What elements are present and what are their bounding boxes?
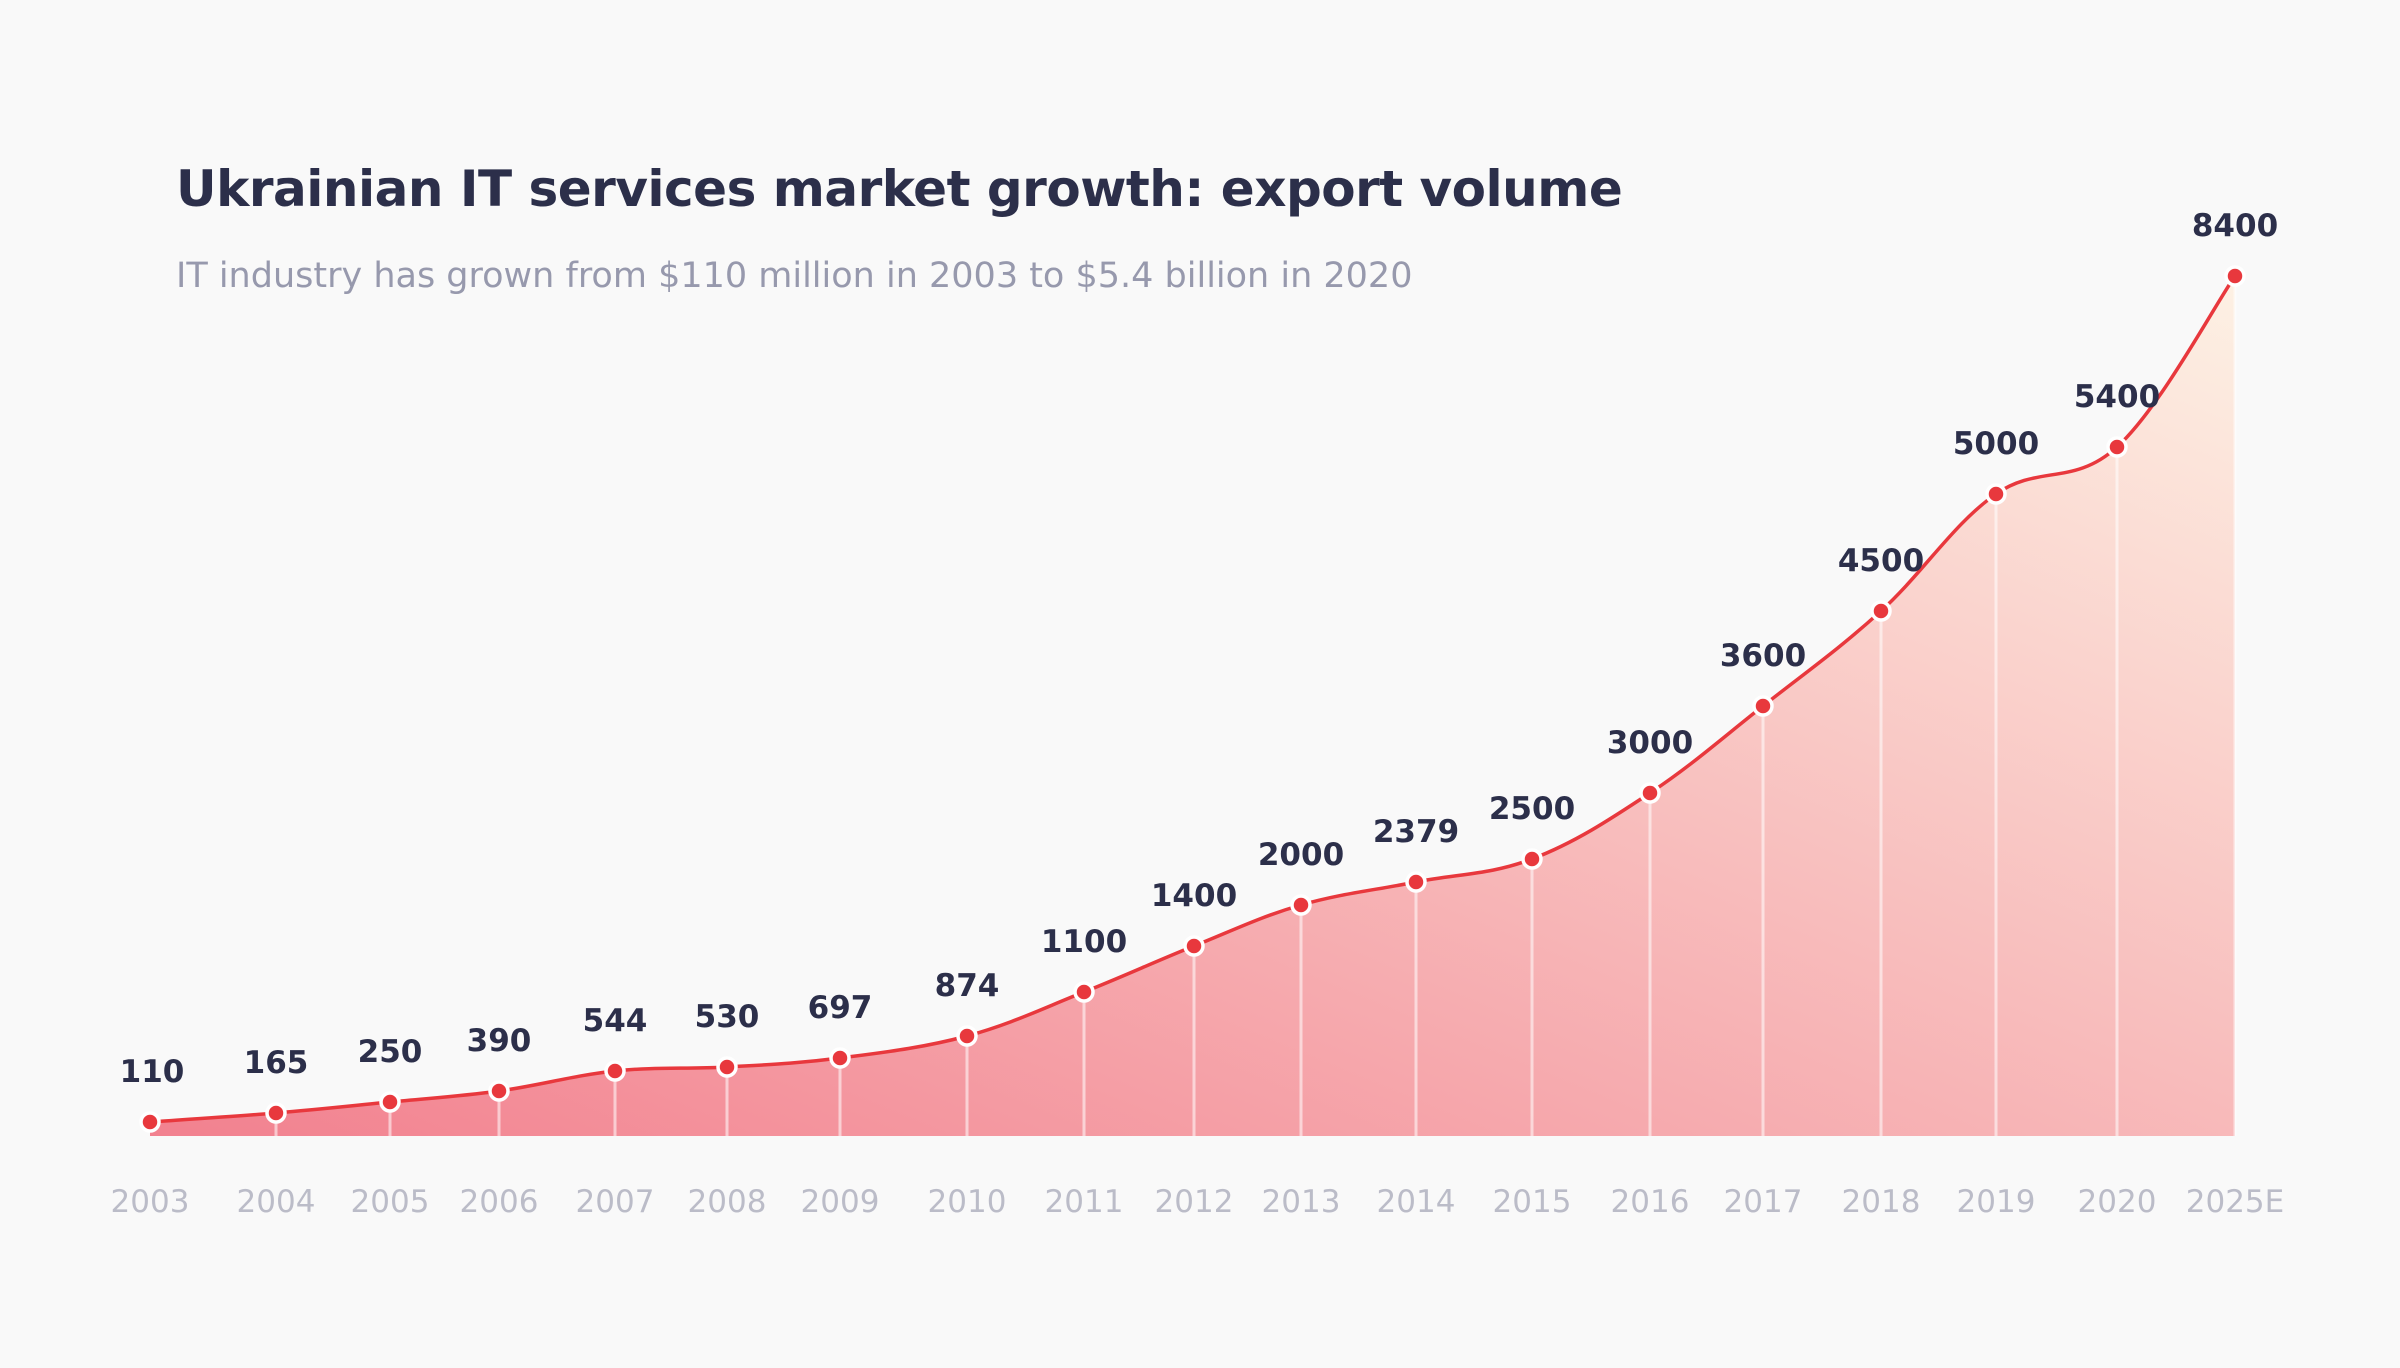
data-label: 8400 — [2192, 208, 2278, 244]
x-tick-label: 2011 — [1045, 1184, 1124, 1220]
x-tick-label: 2004 — [237, 1184, 316, 1220]
data-label: 165 — [244, 1045, 309, 1081]
x-tick-label: 2014 — [1377, 1184, 1456, 1220]
area-fill — [150, 276, 2235, 1136]
data-label: 1100 — [1041, 924, 1127, 960]
data-point — [379, 1091, 401, 1113]
data-label: 5000 — [1953, 426, 2039, 462]
x-tick-label: 2016 — [1611, 1184, 1690, 1220]
data-label: 1400 — [1151, 878, 1237, 914]
data-point — [2106, 436, 2128, 458]
data-label: 4500 — [1838, 543, 1924, 579]
data-label: 5400 — [2074, 379, 2160, 415]
x-tick-label: 2012 — [1155, 1184, 1234, 1220]
x-tick-label: 2007 — [576, 1184, 655, 1220]
data-point — [604, 1060, 626, 1082]
data-point — [2224, 265, 2246, 287]
x-tick-label: 2019 — [1957, 1184, 2036, 1220]
x-tick-label: 2009 — [801, 1184, 880, 1220]
data-label: 530 — [695, 999, 760, 1035]
data-point — [488, 1080, 510, 1102]
data-point — [1985, 483, 2007, 505]
x-tick-label: 2017 — [1724, 1184, 1803, 1220]
data-point — [1639, 782, 1661, 804]
data-label: 3000 — [1607, 725, 1693, 761]
x-tick-label: 2013 — [1262, 1184, 1341, 1220]
data-point — [1073, 981, 1095, 1003]
chart-subtitle: IT industry has grown from $110 million … — [176, 256, 1413, 296]
data-label: 697 — [808, 990, 873, 1026]
data-point — [1521, 848, 1543, 870]
x-tick-label: 2003 — [111, 1184, 190, 1220]
data-point — [829, 1047, 851, 1069]
data-point — [956, 1025, 978, 1047]
data-label: 110 — [120, 1054, 185, 1090]
data-point — [1183, 935, 1205, 957]
data-point — [1405, 871, 1427, 893]
x-tick-label: 2005 — [351, 1184, 430, 1220]
data-point — [1290, 894, 1312, 916]
data-point — [139, 1111, 161, 1133]
x-tick-label: 2008 — [688, 1184, 767, 1220]
data-label: 2500 — [1489, 791, 1575, 827]
data-label: 250 — [358, 1034, 423, 1070]
data-label: 2000 — [1258, 837, 1344, 873]
x-tick-label: 2006 — [460, 1184, 539, 1220]
x-tick-label: 2020 — [2078, 1184, 2157, 1220]
data-label: 874 — [935, 968, 1000, 1004]
data-point — [716, 1056, 738, 1078]
data-label: 390 — [467, 1023, 532, 1059]
x-tick-label: 2025E — [2186, 1184, 2284, 1220]
data-label: 544 — [583, 1003, 648, 1039]
data-label: 2379 — [1373, 814, 1459, 850]
data-point — [265, 1102, 287, 1124]
x-tick-label: 2010 — [928, 1184, 1007, 1220]
data-point — [1870, 600, 1892, 622]
x-tick-label: 2018 — [1842, 1184, 1921, 1220]
data-point — [1752, 695, 1774, 717]
x-tick-label: 2015 — [1493, 1184, 1572, 1220]
data-label: 3600 — [1720, 638, 1806, 674]
chart-title: Ukrainian IT services market growth: exp… — [176, 160, 1623, 218]
